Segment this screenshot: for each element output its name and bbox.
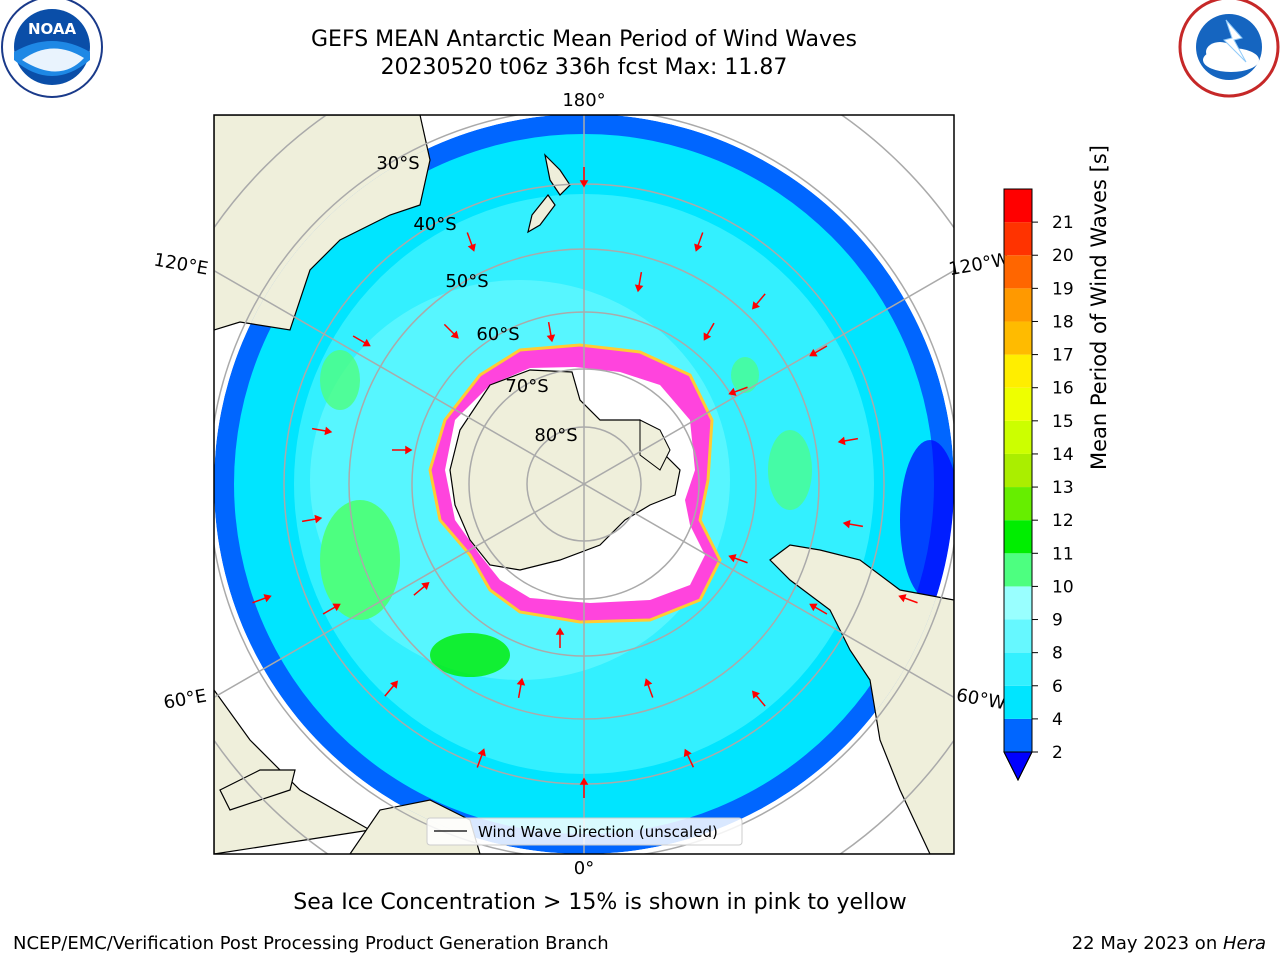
wind-wave-arrows — [252, 167, 918, 798]
colorbar-segment — [1004, 222, 1032, 256]
colorbar-segment — [1004, 255, 1032, 289]
lon-label-60e: 60°E — [162, 685, 208, 713]
colorbar-segment — [1004, 586, 1032, 620]
colorbar-tick-label: 2 — [1052, 743, 1063, 763]
lon-label-120e: 120°E — [152, 249, 210, 279]
chart-title: GEFS MEAN Antarctic Mean Period of Wind … — [311, 27, 857, 52]
colorbar-tick-label: 14 — [1052, 445, 1074, 465]
wave-period-field — [214, 115, 954, 854]
colorbar-tick-label: 12 — [1052, 511, 1074, 531]
colorbar-segment — [1004, 453, 1032, 488]
colorbar-tick-label: 9 — [1052, 611, 1063, 631]
colorbar-tick-label: 19 — [1052, 279, 1074, 299]
lon-label-60w: 60°W — [955, 685, 1008, 714]
colorbar-tick-label: 8 — [1052, 644, 1063, 664]
colorbar-tick-label: 10 — [1052, 577, 1074, 597]
colorbar-segment — [1004, 619, 1032, 653]
colorbar-label: Mean Period of Wind Waves [s] — [1087, 145, 1111, 470]
colorbar-segment — [1004, 487, 1032, 521]
colorbar-segment — [1004, 520, 1032, 554]
colorbar-segment — [1004, 420, 1032, 454]
lon-label-0: 0° — [574, 858, 594, 879]
colorbar-tick-label: 13 — [1052, 478, 1074, 498]
lat-label-30s: 30°S — [376, 153, 419, 174]
colorbar-tick-label: 4 — [1052, 710, 1063, 730]
lat-label-70s: 70°S — [505, 376, 548, 397]
chart-subtitle: 20230520 t06z 336h fcst Max: 11.87 — [380, 55, 788, 80]
noaa-logo-text: NOAA — [28, 20, 77, 38]
sea-ice-note-text: Sea Ice Concentration > 15% is shown in … — [293, 890, 907, 915]
colorbar-segment — [1004, 652, 1032, 686]
sea-ice-note: Sea Ice Concentration > 15% is shown in … — [0, 890, 1280, 915]
colorbar-tick-label: 16 — [1052, 379, 1074, 399]
colorbar-tick-label: 15 — [1052, 412, 1074, 432]
noaa-logo: NOAA — [1, 0, 103, 98]
colorbar-segment — [1004, 288, 1032, 322]
colorbar-tick-label: 17 — [1052, 346, 1074, 366]
map-legend: Wind Wave Direction (unscaled) — [426, 817, 743, 846]
lat-label-40s: 40°S — [413, 214, 456, 235]
colorbar-segment — [1004, 387, 1032, 421]
colorbar-tick-label: 11 — [1052, 544, 1074, 564]
lat-label-60s: 60°S — [476, 324, 519, 345]
plot-frame — [213, 114, 955, 855]
colorbar-tick-label: 20 — [1052, 246, 1074, 266]
footer-date-text: 22 May 2023 on — [1071, 933, 1223, 954]
colorbar-segment — [1004, 553, 1032, 587]
map-plot-area: Wind Wave Direction (unscaled) — [214, 115, 954, 854]
colorbar-tick-label: 21 — [1052, 213, 1074, 233]
colorbar-tick-label: 6 — [1052, 677, 1063, 697]
colorbar: 2 4 6 8 9 10 11 12 13 14 15 16 17 18 19 20 21 — [1003, 188, 1074, 782]
footer-date: 22 May 2023 on Hera — [1072, 933, 1266, 954]
lon-label-120w: 120°W — [947, 249, 1011, 280]
colorbar-segment — [1004, 321, 1032, 355]
lat-label-80s: 80°S — [534, 425, 577, 446]
colorbar-segment — [1004, 685, 1032, 719]
colorbar-tick-label: 18 — [1052, 312, 1074, 332]
colorbar-segment — [1004, 354, 1032, 388]
graticule — [214, 115, 954, 854]
footer-machine: Hera — [1222, 933, 1266, 954]
lon-label-180: 180° — [562, 90, 605, 111]
colorbar-segment — [1004, 718, 1032, 752]
footer-credit: NCEP/EMC/Verification Post Processing Pr… — [13, 933, 609, 954]
colorbar-frame — [1003, 188, 1033, 782]
colorbar-extend-triangle — [1003, 751, 1033, 782]
nws-logo — [1178, 0, 1280, 98]
colorbar-segment — [1004, 189, 1032, 223]
lat-label-50s: 50°S — [445, 271, 488, 292]
legend-label: Wind Wave Direction (unscaled) — [478, 823, 718, 841]
